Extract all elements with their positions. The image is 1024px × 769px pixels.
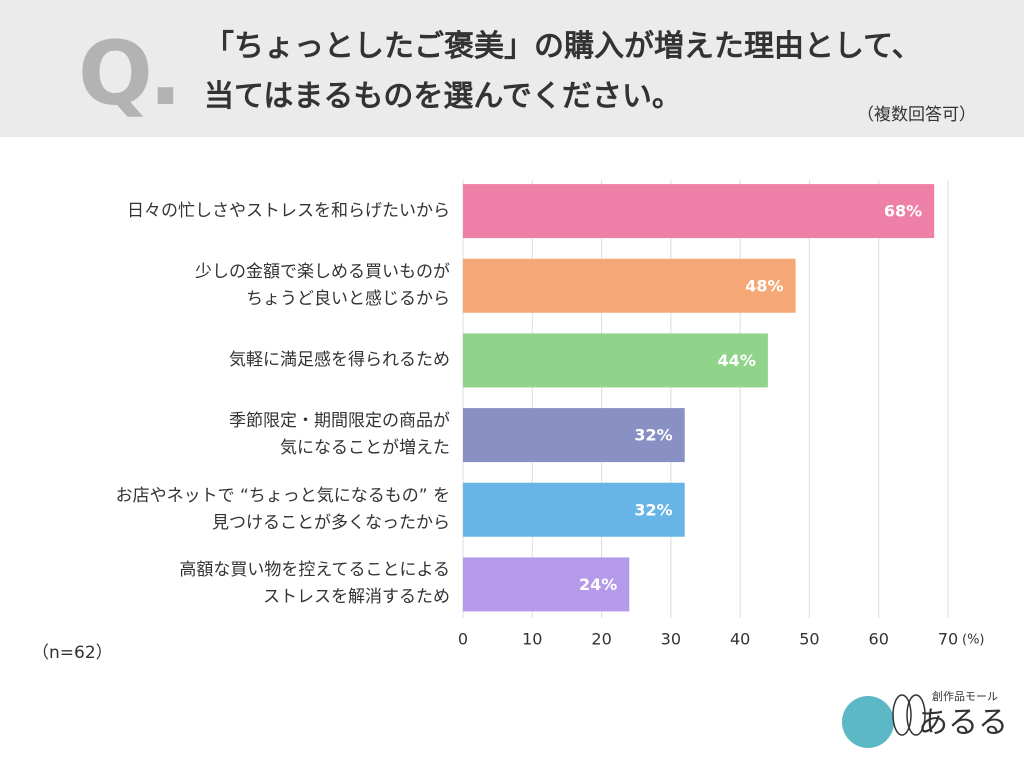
category-label: お店やネットで “ちょっと気になるもの” を 見つけることが多くなったから <box>115 485 450 533</box>
category-label: 少しの金額で楽しめる買いものが ちょうど良いと感じるから <box>195 261 450 309</box>
logo-tagline: 創作品モール <box>932 689 998 703</box>
category-label: 日々の忙しさやストレスを和らげたいから <box>127 200 450 221</box>
value-label: 68% <box>884 202 922 221</box>
x-tick-label: 30 <box>661 630 681 649</box>
bar <box>463 184 935 239</box>
bar <box>463 258 796 313</box>
value-label: 24% <box>579 575 617 594</box>
subtitle: （複数回答可） <box>857 105 976 125</box>
category-label: 高額な買い物を控えてることによる ストレスを解消するため <box>179 560 450 608</box>
bar <box>463 557 630 612</box>
value-label: 48% <box>745 276 783 295</box>
x-tick-label: 70 <box>938 630 958 649</box>
category-label: 季節限定・期間限定の商品が 気になることが増えた <box>229 411 450 459</box>
category-label: 気軽に満足感を得られるため <box>229 349 450 370</box>
header <box>0 0 1024 137</box>
logo-text: あるる <box>918 706 1008 741</box>
bar <box>463 482 685 537</box>
bar <box>463 333 768 388</box>
x-tick-label: 40 <box>730 630 750 649</box>
logo-ear <box>892 694 912 736</box>
x-tick-label: 0 <box>458 630 468 649</box>
q-label: Q. <box>78 22 182 125</box>
x-tick-label: 50 <box>799 630 819 649</box>
logo-circle <box>842 696 894 748</box>
x-axis-unit: (%) <box>962 633 985 648</box>
value-label: 32% <box>634 500 672 519</box>
x-tick-label: 20 <box>591 630 611 649</box>
chart-title: 「ちょっとしたご褒美」の購入が増えた理由として、 当てはまるものを選んでください… <box>204 29 922 114</box>
logo-ear <box>906 694 926 736</box>
note: （n=62） <box>32 643 113 663</box>
x-tick-label: 60 <box>869 630 889 649</box>
bar <box>463 408 685 463</box>
value-label: 32% <box>634 426 672 445</box>
value-label: 44% <box>718 351 756 370</box>
x-tick-label: 10 <box>522 630 542 649</box>
